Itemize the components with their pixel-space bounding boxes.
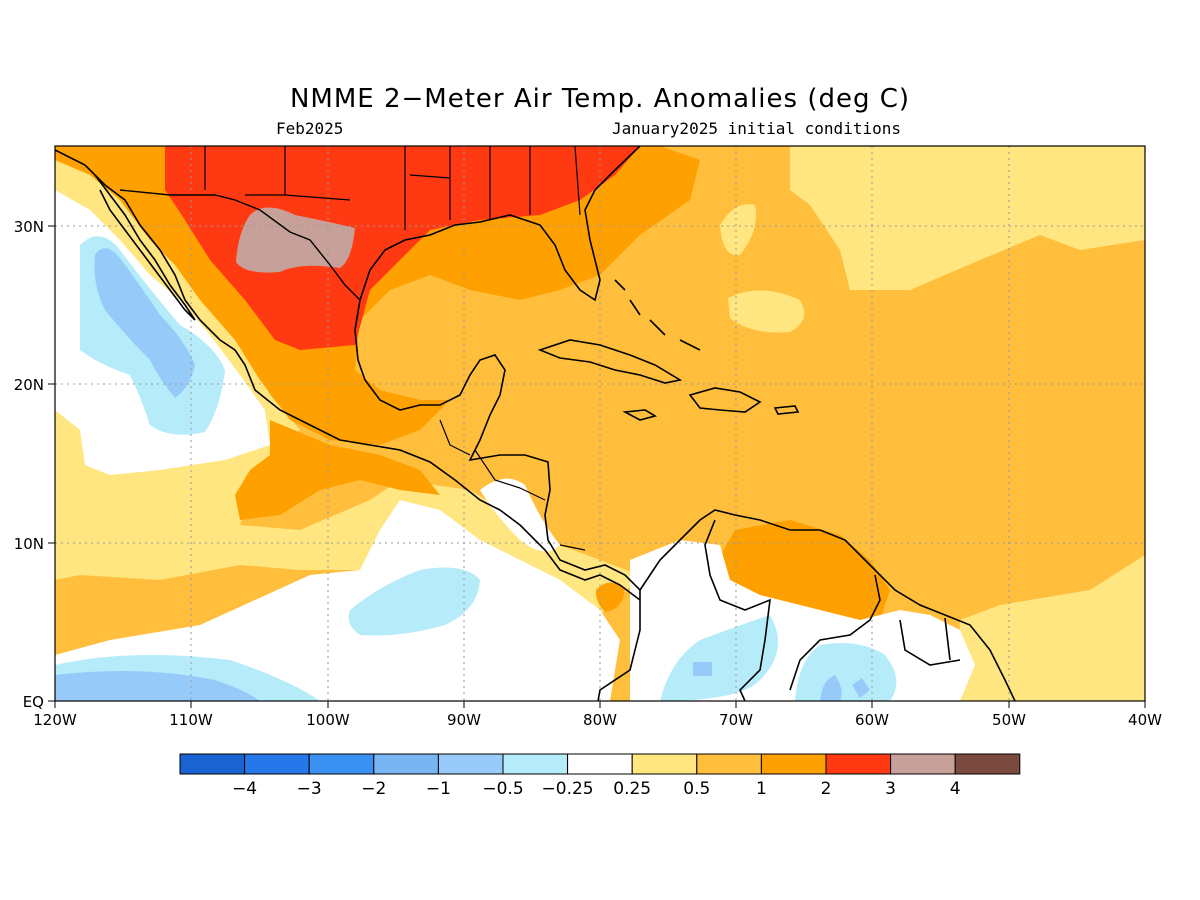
lat-label-eq: EQ	[23, 693, 44, 711]
lon-label-40w: 40W	[1128, 711, 1162, 729]
initial-conditions: January2025 initial conditions	[612, 119, 901, 138]
lon-label-90w: 90W	[447, 711, 481, 729]
colorbar-swatch	[954, 753, 1021, 775]
field-red-us-mexico	[165, 146, 640, 350]
colorbar-label: −0.5	[482, 779, 523, 799]
colorbar-label: −2	[361, 779, 386, 799]
colorbar-swatch	[244, 753, 310, 775]
lon-label-80w: 80W	[583, 711, 617, 729]
coastlines	[55, 146, 1016, 701]
field-orange-small-panama	[595, 582, 625, 612]
field-lightblue-spot-1	[693, 662, 712, 676]
coast-south-america-west	[597, 590, 641, 701]
colorbar-label: −3	[297, 779, 322, 799]
colorbar-label: −0.25	[542, 779, 594, 799]
hispaniola	[688, 387, 762, 413]
field-pale-yellow-small-1	[720, 204, 756, 256]
colorbar-swatch	[179, 753, 246, 775]
field-white-central-america	[480, 478, 560, 552]
colorbar-swatch	[308, 753, 375, 775]
us-state-borders	[204, 146, 581, 230]
colorbar-label: 4	[950, 779, 961, 799]
colorbar-label: 0.25	[613, 779, 651, 799]
colorbar-swatch	[373, 753, 439, 775]
lon-label-70w: 70W	[719, 711, 753, 729]
coast-south-america-north	[639, 509, 1016, 701]
lon-label-120w: 120W	[33, 711, 77, 729]
border-guianas	[789, 574, 961, 691]
jamaica	[622, 409, 658, 421]
axis-ticks	[48, 225, 1146, 708]
colorbar-swatch	[437, 753, 504, 775]
us-mexico-border	[119, 189, 361, 301]
field-white-equatorial-pacific	[55, 500, 620, 701]
field-pale-yellow-se-atlantic	[955, 555, 1145, 701]
colorbar-swatch	[696, 753, 762, 775]
field-lightblue-spot-2	[852, 678, 870, 698]
lat-label-30n: 30N	[14, 218, 44, 236]
longitude-labels: 120W 110W 100W 90W 80W 70W 60W 50W 40W	[33, 711, 1162, 729]
field-orange-south-america	[715, 520, 890, 630]
coast-central-america	[468, 414, 641, 591]
colorbar-label: −1	[426, 779, 451, 799]
colorbar-label: 2	[821, 779, 832, 799]
colorbar: −4 −3 −2 −1 −0.5 −0.25 0.25 0.5 1 2 3 4	[179, 753, 1021, 799]
field-lightblue-amazon	[820, 675, 842, 701]
lat-label-10n: 10N	[14, 535, 44, 553]
colorbar-swatch	[890, 753, 956, 775]
border-venezuela-colombia	[704, 519, 771, 701]
coast-baja	[94, 174, 196, 321]
field-pale-yellow-small-2	[728, 290, 805, 333]
field-pale-yellow-north-atlantic	[790, 146, 1145, 290]
colorbar-label: −4	[232, 779, 257, 799]
field-orange-pacific-mexico	[235, 420, 440, 520]
bahamas	[614, 279, 701, 351]
central-america-borders	[439, 419, 586, 551]
colorbar-label: 3	[885, 779, 896, 799]
lon-label-110w: 110W	[169, 711, 213, 729]
coast-gulf-mexico	[354, 146, 641, 416]
puerto-rico	[773, 405, 800, 415]
colorbar-swatch	[825, 753, 892, 775]
colorbar-label: 0.5	[683, 779, 710, 799]
field-lightblue-equatorial	[55, 671, 260, 701]
field-lightblue-baja	[94, 248, 195, 398]
coast-mexico-pacific	[55, 149, 641, 601]
field-cyan-pacific-blob	[348, 567, 480, 636]
colorbar-label: 1	[756, 779, 767, 799]
lon-label-100w: 100W	[306, 711, 350, 729]
map-title: NMME 2−Meter Air Temp. Anomalies (deg C)	[289, 84, 911, 114]
field-cyan-south-america	[660, 615, 778, 701]
cuba	[537, 339, 683, 384]
colorbar-swatch	[502, 753, 569, 775]
anomaly-field	[55, 146, 1145, 701]
latitude-labels: EQ 10N 20N 30N	[14, 218, 44, 711]
colorbar-swatch	[760, 753, 827, 775]
colorbar-swatch	[567, 753, 633, 775]
field-pink-texas	[236, 207, 355, 273]
graticule	[55, 146, 1145, 701]
lat-label-20n: 20N	[14, 376, 44, 394]
forecast-month: Feb2025	[276, 119, 344, 138]
colorbar-swatch	[631, 753, 698, 775]
lon-label-60w: 60W	[855, 711, 889, 729]
lon-label-50w: 50W	[992, 711, 1026, 729]
field-cyan-amazon	[795, 642, 897, 701]
